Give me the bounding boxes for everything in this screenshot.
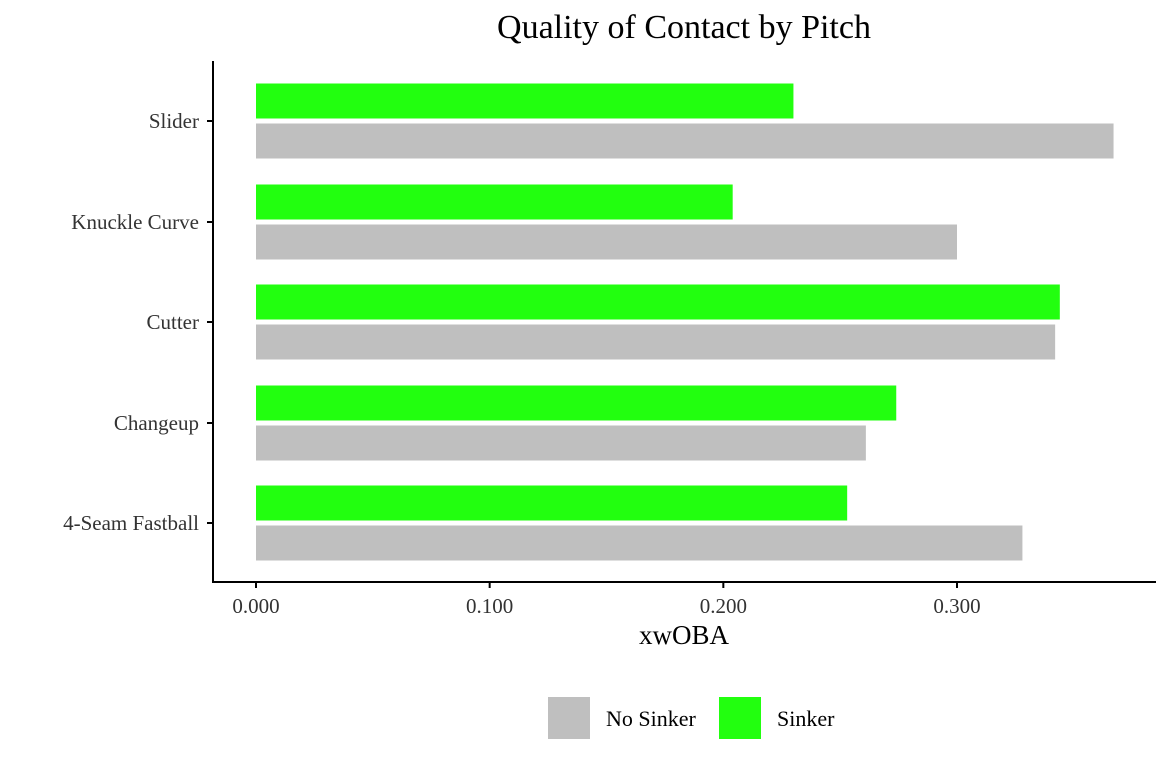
x-tick-label-0: 0.000 (232, 594, 279, 618)
legend: No Sinker Sinker (548, 697, 835, 739)
bar-no-sinker-knuckle-curve (256, 224, 957, 260)
bar-sinker-changeup (256, 385, 897, 421)
x-axis-title: xwOBA (639, 620, 730, 650)
legend-swatch-sinker (719, 697, 761, 739)
bar-no-sinker-changeup (256, 425, 866, 461)
y-ticks-layer: 4-Seam Fastball Changeup Cutter Knuckle Cur… (63, 109, 213, 535)
y-tick-label-knuckle-curve: Knuckle Curve (71, 210, 199, 234)
y-tick-label-4-seam-fastball: 4-Seam Fastball (63, 511, 199, 535)
legend-label-sinker: Sinker (777, 706, 835, 731)
y-tick-label-cutter: Cutter (147, 310, 200, 334)
bar-no-sinker-slider (256, 123, 1114, 159)
legend-swatch-no-sinker (548, 697, 590, 739)
bar-no-sinker-4-seam-fastball (256, 525, 1023, 561)
bar-no-sinker-cutter (256, 324, 1056, 360)
x-ticks-layer: 0.000 0.100 0.200 0.300 (232, 582, 981, 618)
y-tick-label-changeup: Changeup (114, 411, 199, 435)
y-tick-label-slider: Slider (149, 109, 199, 133)
x-tick-label-2: 0.200 (700, 594, 747, 618)
bars-layer (256, 83, 1114, 561)
bar-sinker-slider (256, 83, 794, 119)
bar-sinker-knuckle-curve (256, 184, 733, 220)
legend-label-no-sinker: No Sinker (606, 706, 697, 731)
bar-sinker-4-seam-fastball (256, 485, 848, 521)
chart-title: Quality of Contact by Pitch (497, 9, 871, 46)
bar-sinker-cutter (256, 284, 1060, 320)
x-tick-label-3: 0.300 (933, 594, 980, 618)
x-tick-label-1: 0.100 (466, 594, 513, 618)
